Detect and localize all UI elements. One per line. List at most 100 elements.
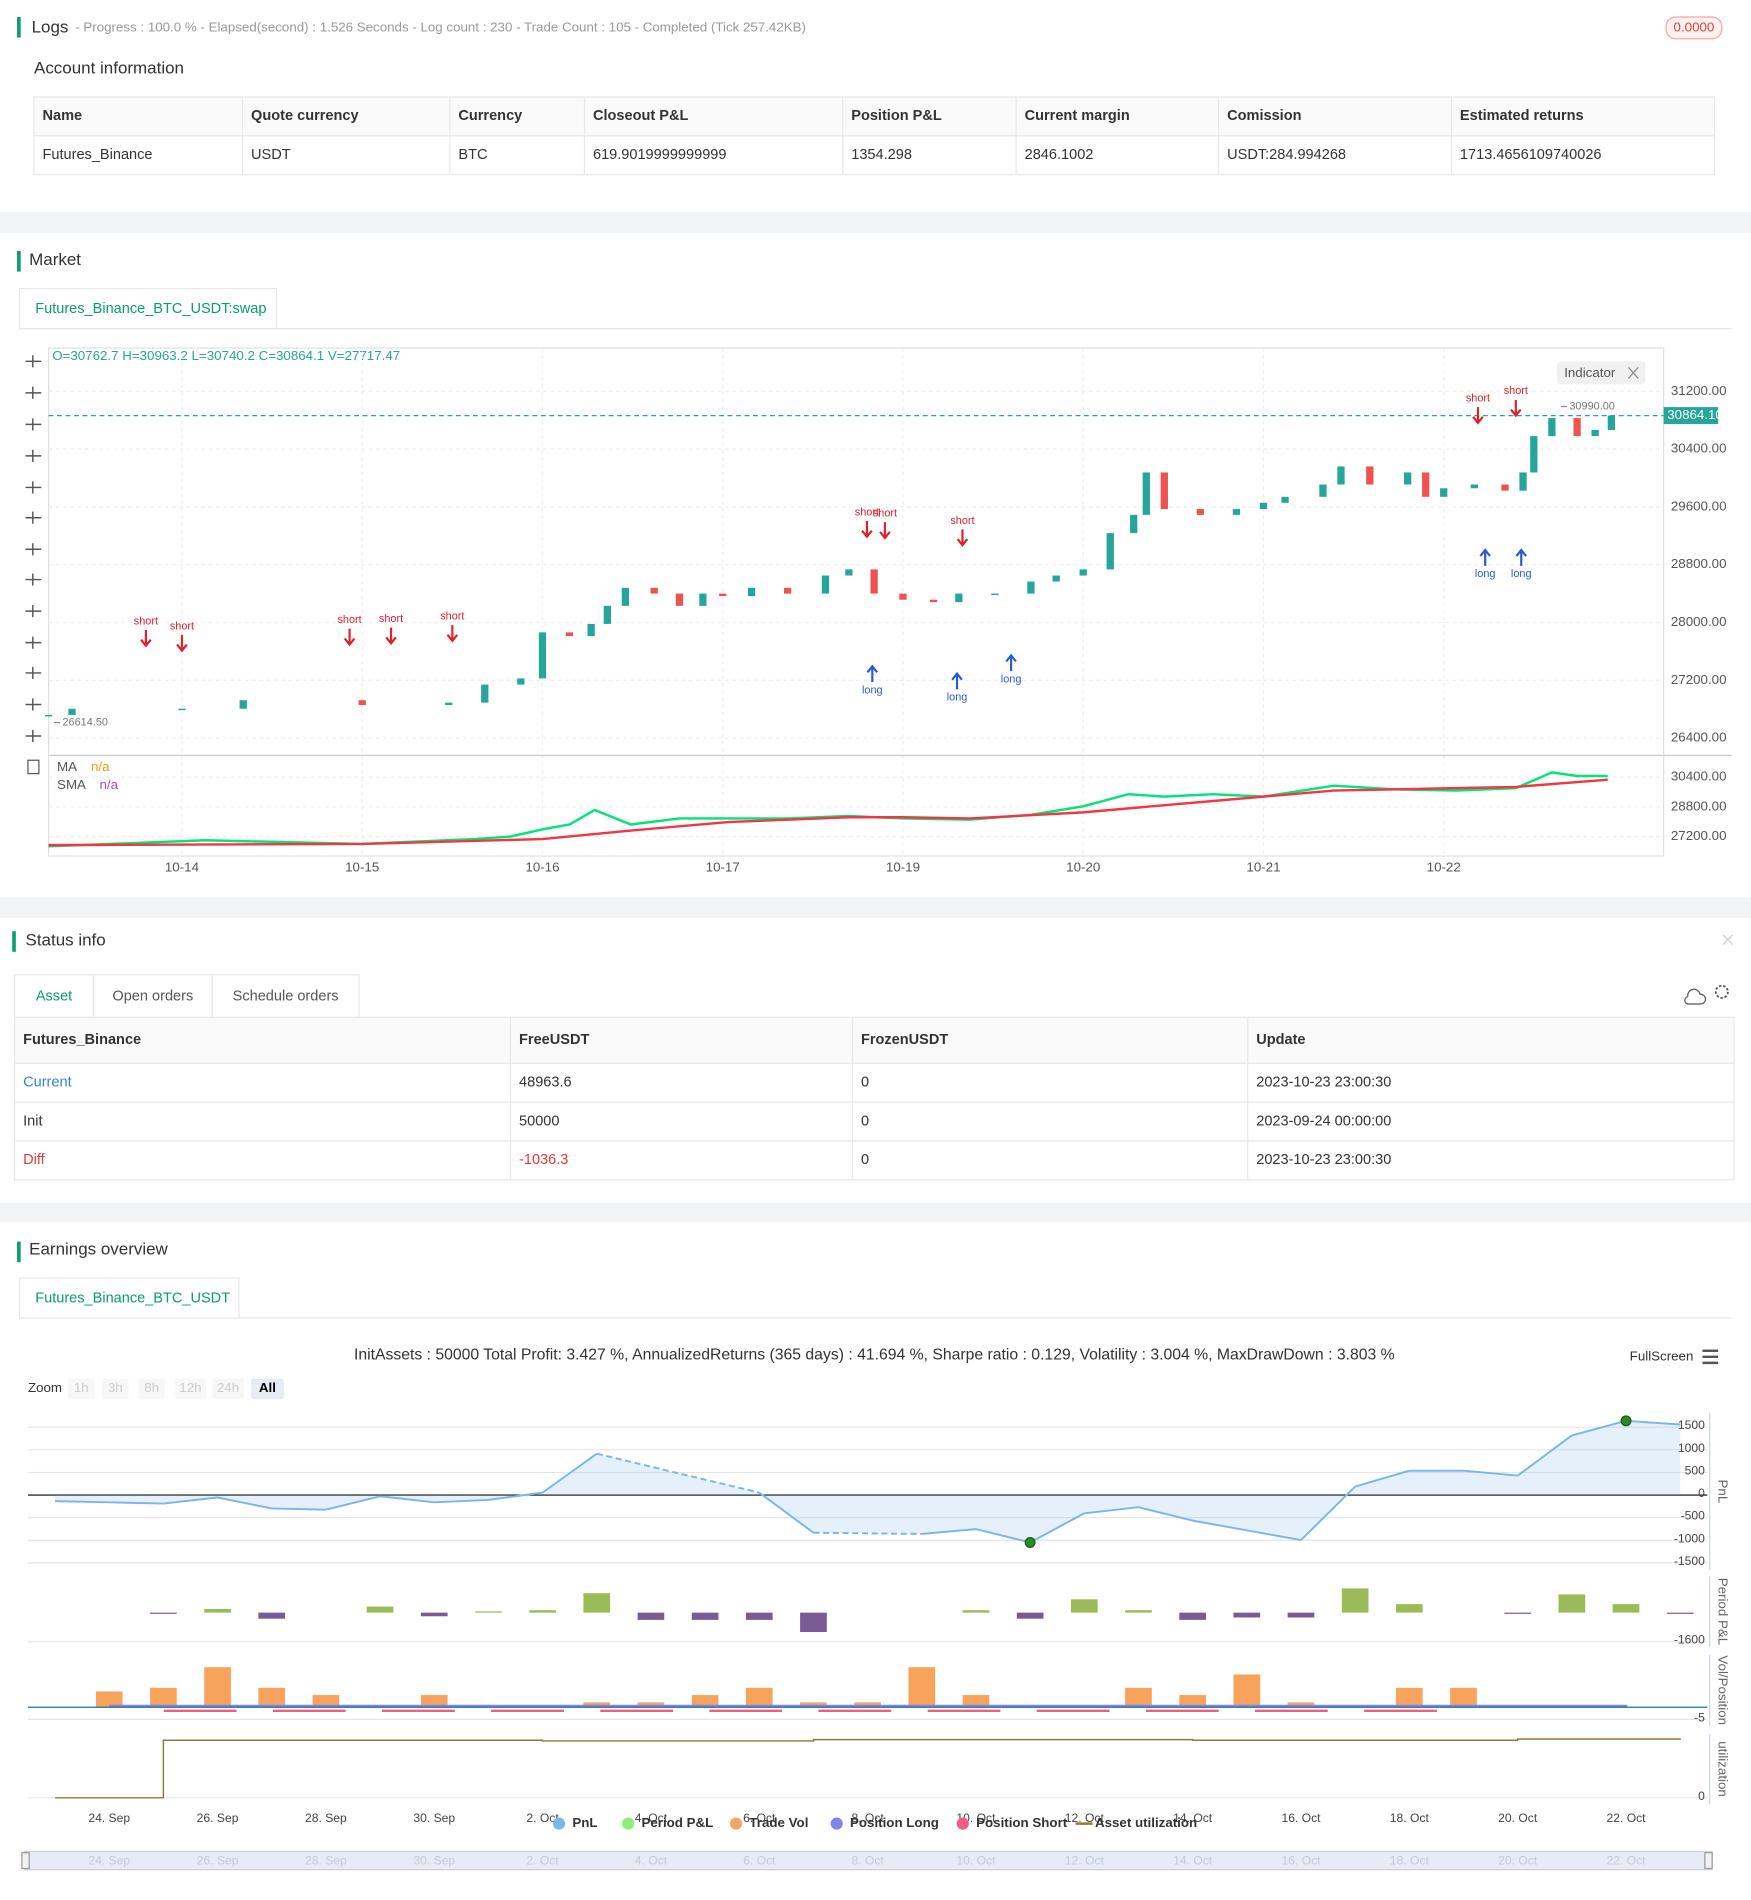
extreme-label: 30990.00 <box>1569 400 1614 412</box>
status-tab[interactable] <box>211 974 360 1018</box>
tool-icon[interactable] <box>25 698 42 711</box>
market-tab-label[interactable]: Futures_Binance_BTC_USDT:swap <box>35 301 266 317</box>
zoom-button[interactable] <box>67 1378 95 1400</box>
zoom-button-label[interactable]: 12h <box>179 1380 201 1395</box>
period-bar <box>1341 1588 1369 1613</box>
legend-value: n/a <box>91 759 110 774</box>
vol-bar <box>1450 1687 1477 1708</box>
navigator-handle[interactable] <box>21 1852 30 1870</box>
zoom-button[interactable] <box>174 1378 207 1400</box>
section-marker <box>17 1241 21 1263</box>
period-bar <box>800 1612 827 1633</box>
trash-icon[interactable] <box>27 759 40 775</box>
candle <box>783 587 792 594</box>
legend-symbol[interactable] <box>552 1817 566 1830</box>
legend-symbol[interactable] <box>830 1817 843 1830</box>
indicator-button[interactable] <box>1556 361 1646 385</box>
tool-icon[interactable] <box>25 573 42 586</box>
indicator-button-label[interactable]: Indicator <box>1564 365 1616 380</box>
signal-arrow <box>176 634 188 653</box>
legend-label[interactable]: Trade Vol <box>749 1815 808 1830</box>
signal-arrow <box>861 520 873 539</box>
download-icon[interactable] <box>1684 988 1707 1005</box>
status-tab-label[interactable]: Asset <box>36 989 72 1005</box>
candle <box>1142 472 1150 515</box>
signal-label: long <box>862 684 883 696</box>
expand-icon[interactable] <box>1628 366 1639 379</box>
tool-icon[interactable] <box>25 729 42 743</box>
menu-icon[interactable] <box>1702 1349 1719 1365</box>
signal-arrow <box>1479 548 1491 566</box>
zoom-button[interactable] <box>212 1378 244 1400</box>
pnl-segment <box>1517 1434 1573 1477</box>
status-tab[interactable] <box>92 974 213 1018</box>
pnl-segment <box>542 1452 598 1494</box>
zoom-button-label[interactable]: All <box>259 1380 276 1395</box>
zoom-label: Zoom <box>28 1380 62 1395</box>
zoom-button-label[interactable]: 1h <box>74 1380 89 1395</box>
zoom-button-label[interactable]: 24h <box>217 1380 239 1395</box>
signal-label: short <box>950 515 974 527</box>
table-header: Futures_Binance <box>23 1032 141 1048</box>
status-tab-label[interactable]: Schedule orders <box>233 989 339 1005</box>
earnings-tab-label[interactable]: Futures_Binance_BTC_USDT <box>35 1290 230 1306</box>
navigator-handle[interactable] <box>1704 1852 1713 1870</box>
legend-symbol[interactable] <box>956 1817 969 1830</box>
candle <box>1440 488 1448 497</box>
legend-label[interactable]: Asset utilization <box>1095 1815 1197 1830</box>
zoom-button-label[interactable]: 3h <box>108 1380 123 1395</box>
navigator-label: 28. Sep <box>305 1853 347 1867</box>
market-tab[interactable] <box>18 287 278 330</box>
legend-symbol[interactable] <box>622 1817 635 1830</box>
status-tab[interactable] <box>14 974 95 1018</box>
tool-icon[interactable] <box>25 543 42 556</box>
legend-symbol[interactable] <box>729 1817 743 1830</box>
zoom-button[interactable] <box>138 1378 165 1400</box>
legend-label[interactable]: Position Long <box>850 1815 939 1830</box>
navigator-label: 22. Oct <box>1606 1853 1646 1867</box>
period-bar <box>1395 1604 1423 1613</box>
tool-icon[interactable] <box>25 605 42 618</box>
section-marker <box>17 250 21 272</box>
candle <box>929 599 938 603</box>
tool-icon[interactable] <box>25 386 42 399</box>
table-header: FreeUSDT <box>519 1032 589 1048</box>
legend-label[interactable]: Position Short <box>976 1815 1068 1830</box>
earnings-tab[interactable] <box>18 1277 240 1319</box>
candle <box>68 708 76 715</box>
tool-icon[interactable] <box>25 355 42 368</box>
tool-icon[interactable] <box>25 511 42 524</box>
signal-label: short <box>337 614 361 626</box>
table-cell: 0 <box>861 1075 869 1091</box>
settings-icon[interactable] <box>1714 984 1729 999</box>
zoom-button-label[interactable]: 8h <box>144 1380 159 1395</box>
status-tab-label[interactable]: Open orders <box>112 989 193 1005</box>
y-tick-label: 26400.00 <box>1671 730 1727 745</box>
signal-arrow <box>1515 548 1527 566</box>
signal-arrow <box>140 630 152 648</box>
zoom-button[interactable] <box>251 1378 284 1400</box>
table-header: Closeout P&L <box>593 108 688 124</box>
table-cell: 0 <box>861 1113 869 1129</box>
tool-icon[interactable] <box>25 666 42 680</box>
collapse-icon[interactable] <box>1722 934 1734 945</box>
status-title: Status info <box>26 930 106 949</box>
pnl-segment <box>1625 1419 1681 1426</box>
tool-icon[interactable] <box>25 418 42 431</box>
table-cell: Diff <box>23 1152 46 1168</box>
fullscreen-button[interactable]: FullScreen <box>1630 1348 1694 1363</box>
signal-arrow <box>1510 399 1522 418</box>
legend-label[interactable]: Period P&L <box>641 1815 713 1830</box>
tool-icon[interactable] <box>25 449 42 462</box>
tool-icon[interactable] <box>25 636 42 649</box>
candle <box>517 678 525 685</box>
x-tick-label: 10-14 <box>165 860 200 875</box>
account-title: Account information <box>34 59 184 78</box>
candle <box>358 700 366 706</box>
period-bar <box>1125 1610 1152 1613</box>
zoom-button[interactable] <box>101 1378 129 1400</box>
tool-icon[interactable] <box>25 481 42 494</box>
pnl-segment <box>379 1495 435 1504</box>
legend-label[interactable]: PnL <box>572 1815 597 1830</box>
